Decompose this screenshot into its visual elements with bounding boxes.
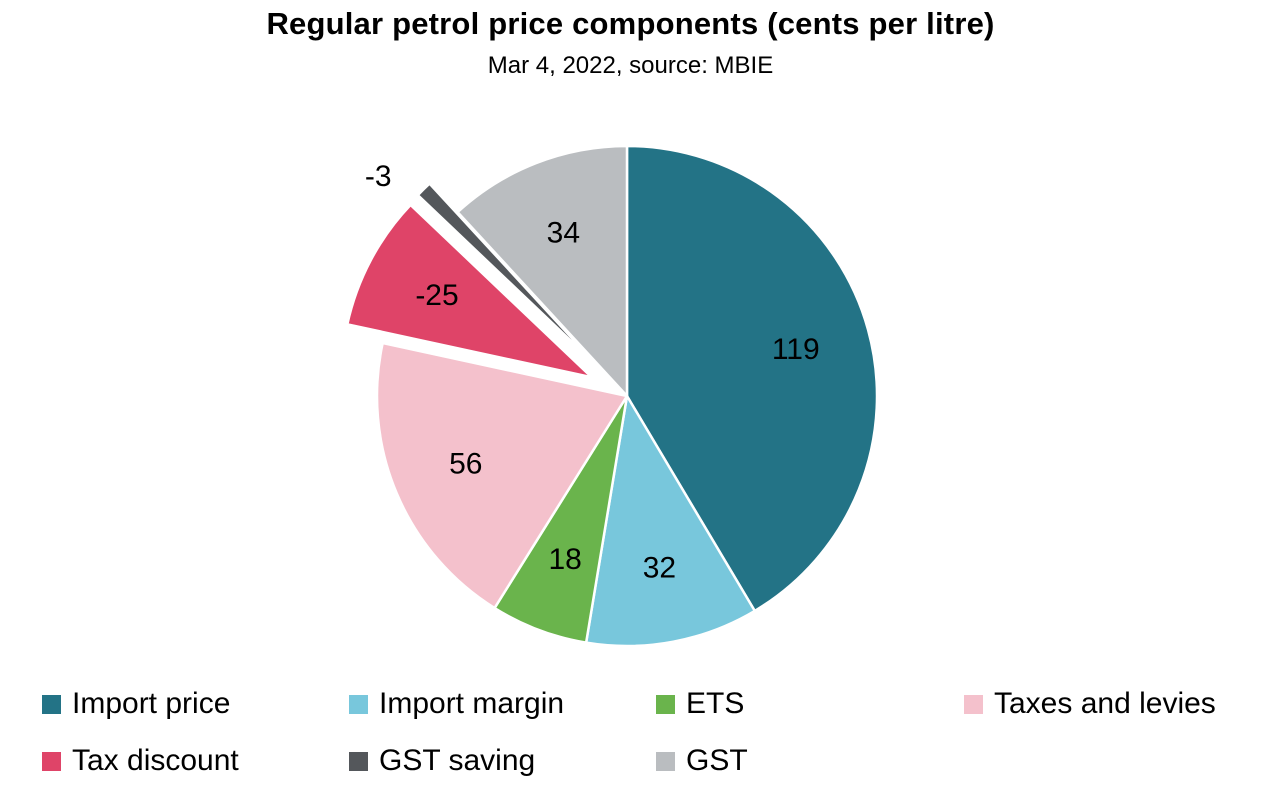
legend-swatch-import-price — [42, 694, 61, 714]
pie-slice-gst-saving — [416, 182, 601, 369]
pie-slice-taxes-and-levies — [375, 341, 629, 610]
chart-title: Regular petrol price components (cents p… — [266, 6, 995, 41]
data-label-gst-saving: -3 — [365, 160, 392, 193]
legend-item-import-price: Import price — [42, 687, 230, 721]
legend-item-ets: ETS — [656, 687, 744, 721]
legend-swatch-ets — [656, 694, 675, 714]
pie-slice-tax-discount — [346, 203, 593, 379]
data-label-import-margin: 32 — [643, 551, 676, 584]
data-label-import-price: 119 — [772, 333, 820, 366]
pie-slices — [346, 144, 879, 648]
legend-swatch-tax-discount — [42, 751, 61, 771]
data-label-taxes-and-levies: 56 — [449, 448, 482, 481]
legend-label: Taxes and levies — [994, 687, 1216, 720]
legend-label: Tax discount — [72, 744, 239, 777]
legend-item-import-margin: Import margin — [349, 687, 564, 721]
chart-subtitle: Mar 4, 2022, source: MBIE — [487, 52, 774, 79]
legend-item-gst-saving: GST saving — [349, 744, 535, 778]
legend-swatch-taxes-and-levies — [964, 694, 983, 714]
legend-item-taxes-and-levies: Taxes and levies — [964, 687, 1216, 721]
data-label-gst: 34 — [547, 216, 580, 249]
pie-slice-import-margin — [584, 394, 757, 648]
legend-label: GST — [686, 744, 748, 777]
pie-slice-import-price — [625, 144, 879, 613]
legend-label: ETS — [686, 687, 745, 720]
legend-swatch-import-margin — [349, 694, 368, 714]
legend-item-tax-discount: Tax discount — [42, 744, 239, 778]
pie-data-labels: 119 32 18 56 -25 -3 34 — [365, 160, 820, 585]
legend-label: GST saving — [379, 744, 536, 777]
data-label-ets: 18 — [548, 543, 581, 576]
legend-label: Import margin — [379, 687, 565, 720]
legend-swatch-gst-saving — [349, 751, 368, 771]
data-label-tax-discount: -25 — [415, 279, 458, 312]
pie-slice-gst — [456, 144, 629, 398]
legend-item-gst: GST — [656, 744, 748, 778]
legend-label: Import price — [72, 687, 231, 720]
legend-swatch-gst — [656, 751, 675, 771]
